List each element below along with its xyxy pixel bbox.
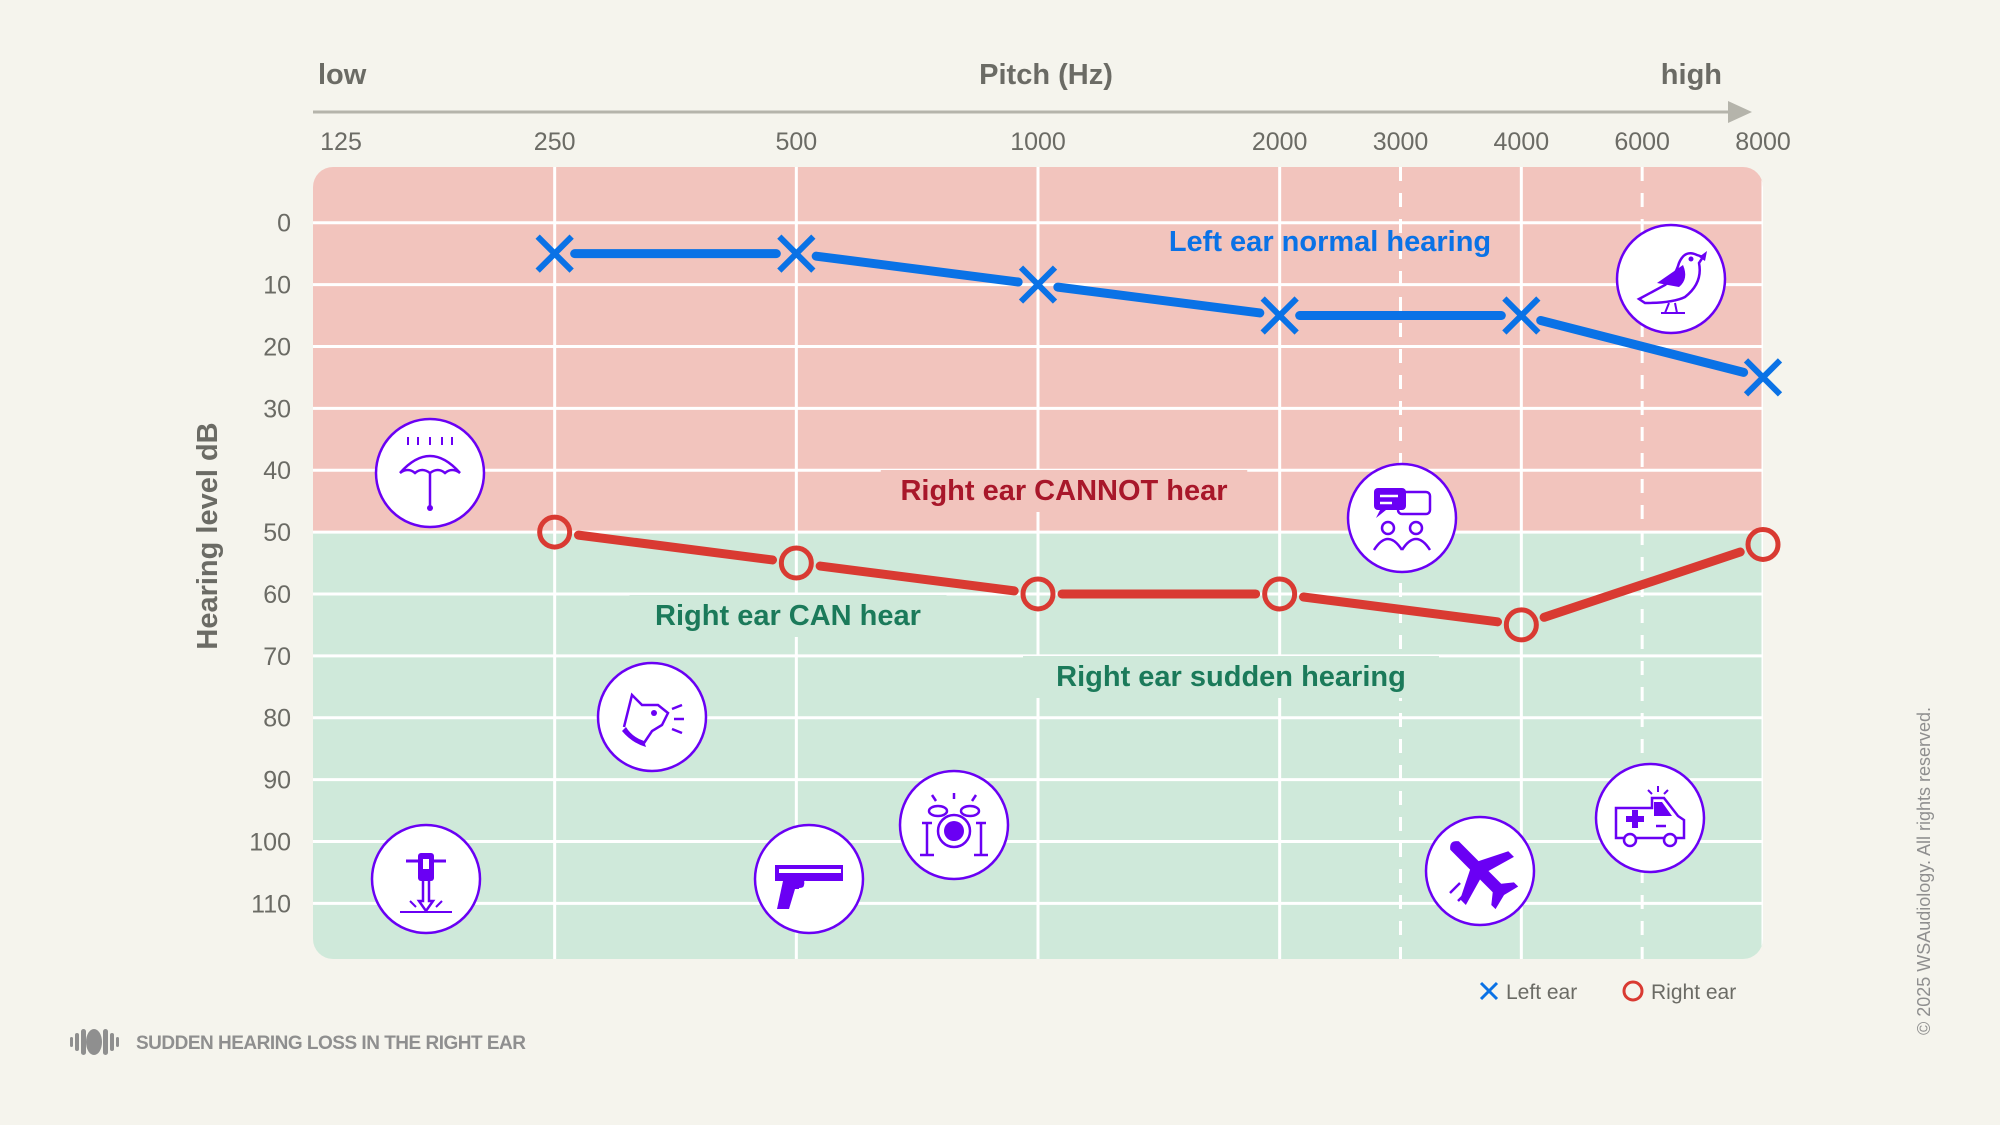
annotation-label: Left ear normal hearing [1169, 226, 1491, 258]
series-segment [573, 530, 778, 565]
y-tick-label: 0 [277, 210, 291, 238]
data-point-o [1745, 526, 1781, 562]
x-tick-label: 6000 [1614, 128, 1670, 156]
x-axis-title: Pitch (Hz) [979, 59, 1113, 91]
y-tick-label: 50 [263, 519, 291, 547]
x-tick-label: 4000 [1494, 128, 1550, 156]
y-tick-label: 40 [263, 457, 291, 485]
annotation-label: Right ear sudden hearing [1056, 661, 1406, 693]
data-point-o [1262, 576, 1298, 612]
series-left-ear [535, 234, 1783, 397]
data-point-x [1018, 265, 1058, 304]
series-right-ear [537, 514, 1781, 643]
data-point-x [1260, 296, 1299, 335]
annotation: Left ear normal hearing [1169, 226, 1491, 258]
series-segment [1053, 282, 1265, 318]
y-tick-label: 30 [263, 395, 291, 423]
data-point-x [1743, 358, 1783, 397]
y-tick-label: 60 [263, 581, 291, 609]
data-point-o [778, 545, 814, 581]
annotation: Right ear CANNOT hear [880, 470, 1248, 512]
y-tick-label: 10 [263, 272, 291, 300]
legend: Left ear Right ear [1479, 980, 1736, 1004]
x-tick-label: 2000 [1252, 128, 1308, 156]
data-point-x [1502, 296, 1541, 335]
annotation: Right ear CAN hear [629, 595, 947, 637]
bird-icon [1615, 223, 1727, 335]
data-point-x [777, 234, 816, 273]
data-point-o [1503, 607, 1539, 643]
x-axis-low-label: low [318, 59, 367, 91]
copyright: © 2025 WSAudiology. All rights reserved. [1914, 707, 1934, 1035]
y-tick-label: 100 [249, 828, 291, 856]
annotation-bg [880, 470, 1248, 512]
series-segment [815, 561, 1019, 596]
y-axis-title: Hearing level dB [192, 422, 224, 649]
series [535, 234, 1783, 643]
legend-left-ear: Left ear [1506, 981, 1577, 1004]
arrowhead-icon [1728, 101, 1752, 123]
annotation-bg [1023, 656, 1439, 698]
x-tick-labels: 125 250 500 1000 2000 3000 4000 6000 8000 [320, 128, 1791, 156]
data-point-x [535, 234, 574, 273]
legend-x-marker-icon [1479, 981, 1499, 1001]
y-tick-label: 90 [263, 767, 291, 795]
umbrella-rain-icon [374, 417, 486, 529]
jackhammer-icon [370, 823, 482, 935]
series-segment [811, 251, 1023, 287]
x-tick-label: 250 [534, 128, 576, 156]
annotation-label: Right ear CAN hear [655, 600, 921, 632]
conversation-icon [1346, 462, 1458, 574]
legend-o-marker-icon [1622, 980, 1644, 1002]
drums-icon [898, 769, 1010, 881]
y-tick-labels: 0 10 20 30 40 50 60 70 80 90 100 110 [249, 210, 291, 919]
y-tick-label: 70 [263, 643, 291, 671]
series-segment [1539, 547, 1745, 622]
ambulance-icon [1594, 762, 1706, 874]
airplane-icon [1424, 815, 1536, 927]
y-tick-label: 110 [251, 890, 291, 918]
footer-title: SUDDEN HEARING LOSS IN THE RIGHT EAR [136, 1033, 526, 1054]
x-tick-label: 500 [775, 128, 817, 156]
y-tick-label: 80 [263, 705, 291, 733]
dog-barking-icon [596, 661, 708, 773]
annotation: Right ear sudden hearing [1023, 656, 1439, 698]
gun-icon [753, 823, 865, 935]
annotation-label: Right ear CANNOT hear [900, 475, 1227, 507]
grid [313, 167, 1763, 959]
legend-right-ear: Right ear [1651, 981, 1736, 1004]
x-tick-label: 3000 [1373, 128, 1429, 156]
series-segment [1536, 315, 1749, 377]
annotation-bg [629, 595, 947, 637]
x-tick-label: 1000 [1010, 128, 1066, 156]
annotations: Left ear normal hearing Right ear CANNOT … [629, 226, 1491, 698]
y-tick-label: 20 [263, 333, 291, 361]
data-point-o [537, 514, 573, 550]
x-tick-label: 8000 [1735, 128, 1791, 156]
series-segment [1298, 592, 1503, 627]
sound-wave-icon [70, 1029, 119, 1055]
sound-icons [370, 223, 1727, 935]
data-point-o [1020, 576, 1056, 612]
x-tick-label: 125 [320, 128, 362, 156]
x-axis-high-label: high [1661, 59, 1722, 91]
